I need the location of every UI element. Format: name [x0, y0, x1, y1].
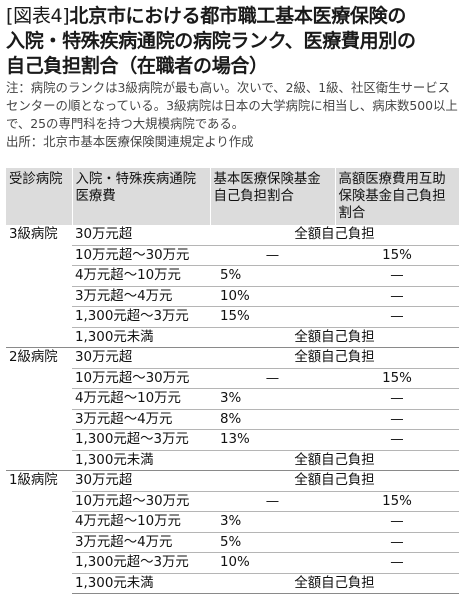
cost-range-cell: 30万元超 — [72, 470, 210, 492]
hospital-rank-cell: 1級病院 — [6, 470, 72, 594]
copay-table: 受診病院 入院・特殊疾病通院医療費 基本医療保険基金自己負担割合 高額医療費用互… — [6, 168, 459, 594]
title-line-2: 入院・特殊疾病通院の病院ランク、医療費用別の — [6, 30, 416, 52]
basic-fund-rate-cell: 10% — [210, 552, 335, 574]
cost-range-cell: 4万元超～10万元 — [72, 511, 210, 533]
table-row: 10万元超～30万元 —15% — [6, 245, 459, 266]
mutual-fund-rate-cell: — — [335, 511, 459, 533]
table-row: 2級病院 30万元超 全額自己負担 — [6, 347, 459, 471]
cost-range-cell: 1,300元超～3万元 — [72, 552, 210, 574]
basic-fund-rate-cell: 3% — [210, 511, 335, 533]
header-basic: 基本医療保険基金自己負担割合 — [209, 168, 335, 225]
table-row: 1,300元超～3万元 15% — — [6, 306, 459, 328]
basic-fund-rate-cell: 10% — [210, 286, 335, 307]
cost-range-cell: 3万元超～4万元 — [72, 286, 210, 307]
cost-range-cell: 4万元超～10万元 — [72, 388, 210, 410]
basic-fund-rate-cell: 8% — [210, 409, 335, 430]
hospital-rank-cell: 3級病院 — [9, 227, 58, 242]
table-row: 1,300元超～3万元 10% — — [6, 552, 459, 574]
figure-tag: [図表4] — [6, 5, 70, 27]
mutual-fund-rate-cell: — — [335, 552, 459, 574]
table-row: 4万元超～10万元 3% — — [6, 388, 459, 410]
table-row: 4万元超～10万元 3% — — [6, 511, 459, 533]
table-row: 3万元超～4万元 10% — — [6, 286, 459, 307]
cost-range-cell: 30万元超 — [72, 225, 210, 246]
table-header-row: 受診病院 入院・特殊疾病通院医療費 基本医療保険基金自己負担割合 高額医療費用互… — [6, 168, 459, 225]
mutual-fund-rate-cell: — — [335, 429, 459, 451]
mutual-fund-rate-cell: — — [335, 306, 459, 328]
table-row: 1,300元未満 全額自己負担 — [6, 573, 459, 594]
table-row: 1級病院 30万元超 全額自己負担 — [6, 470, 459, 594]
mutual-fund-rate-cell: — — [335, 532, 459, 553]
mutual-fund-rate-cell: — — [335, 286, 459, 307]
cost-range-cell: 10万元超～30万元 — [72, 491, 210, 512]
basic-fund-rate-cell: 5% — [210, 532, 335, 553]
hospital-rank-cell: 2級病院 — [6, 347, 72, 471]
table-row: 10万元超～30万元 —15% — [6, 491, 459, 512]
table-row: 10万元超～30万元 —15% — [6, 368, 459, 389]
basic-fund-rate-cell: — — [210, 491, 335, 512]
full-self-pay-cell: 全額自己負担 — [210, 225, 459, 246]
cost-range-cell: 10万元超～30万元 — [72, 368, 210, 389]
table-body: 3級病院 30万元超 全額自己負担 10万元超～30万元 —15% 4万元超～10万元 5%… — [6, 225, 459, 594]
figure-source: 出所：北京市基本医療保険関連規定より作成 — [6, 134, 254, 149]
header-cost: 入院・特殊疾病通院医療費 — [71, 168, 210, 225]
header-mutual: 高額医療費用互助保険基金自己負担割合 — [334, 168, 459, 225]
full-self-pay-cell: 全額自己負担 — [210, 470, 459, 492]
full-self-pay-cell: 全額自己負担 — [210, 573, 459, 594]
table-row: 3万元超～4万元 5% — — [6, 532, 459, 553]
figure-title: [図表4]北京市における都市職工基本医療保険の 入院・特殊疾病通院の病院ランク、… — [6, 4, 462, 79]
cost-range-cell: 1,300元超～3万元 — [72, 429, 210, 451]
mutual-fund-rate-cell: — — [335, 409, 459, 430]
basic-fund-rate-cell: — — [210, 368, 335, 389]
mutual-fund-rate-cell: 15% — [335, 245, 459, 266]
mutual-fund-rate-cell: 15% — [335, 368, 459, 389]
basic-fund-rate-cell: 3% — [210, 388, 335, 410]
cost-range-cell: 1,300元超～3万元 — [72, 306, 210, 328]
cost-range-cell: 30万元超 — [72, 347, 210, 369]
table-row: 3万元超～4万元 8% — — [6, 409, 459, 430]
table-row: 1,300元超～3万元 13% — — [6, 429, 459, 451]
title-line-1: 北京市における都市職工基本医療保険の — [69, 5, 407, 27]
basic-fund-rate-cell: 5% — [210, 265, 335, 287]
mutual-fund-rate-cell: 15% — [335, 491, 459, 512]
cost-range-cell: 3万元超～4万元 — [72, 532, 210, 553]
table-row: 4万元超～10万元 5% — — [6, 265, 459, 287]
basic-fund-rate-cell: 15% — [210, 306, 335, 328]
mutual-fund-rate-cell: — — [335, 265, 459, 287]
title-line-3: 自己負担割合（在職者の場合） — [6, 55, 268, 77]
figure-note: 注：病院のランクは3級病院が最も高い。次いで、2級、1級、社区衛生サービスセンタ… — [6, 80, 458, 131]
full-self-pay-cell: 全額自己負担 — [210, 327, 459, 348]
table-row: 1,300元未満 全額自己負担 — [6, 327, 459, 348]
basic-fund-rate-cell: 13% — [210, 429, 335, 451]
cost-range-cell: 10万元超～30万元 — [72, 245, 210, 266]
cost-range-cell: 1,300元未満 — [72, 450, 210, 471]
header-hospital: 受診病院 — [6, 168, 72, 225]
cost-range-cell: 3万元超～4万元 — [72, 409, 210, 430]
cost-range-cell: 1,300元未満 — [72, 327, 210, 348]
table-row: 3級病院 30万元超 全額自己負担 — [6, 225, 459, 246]
cost-range-cell: 1,300元未満 — [72, 573, 210, 594]
cost-range-cell: 4万元超～10万元 — [72, 265, 210, 287]
full-self-pay-cell: 全額自己負担 — [210, 347, 459, 369]
mutual-fund-rate-cell: — — [335, 388, 459, 410]
table-row: 1,300元未満 全額自己負担 — [6, 450, 459, 471]
basic-fund-rate-cell: — — [210, 245, 335, 266]
full-self-pay-cell: 全額自己負担 — [210, 450, 459, 471]
